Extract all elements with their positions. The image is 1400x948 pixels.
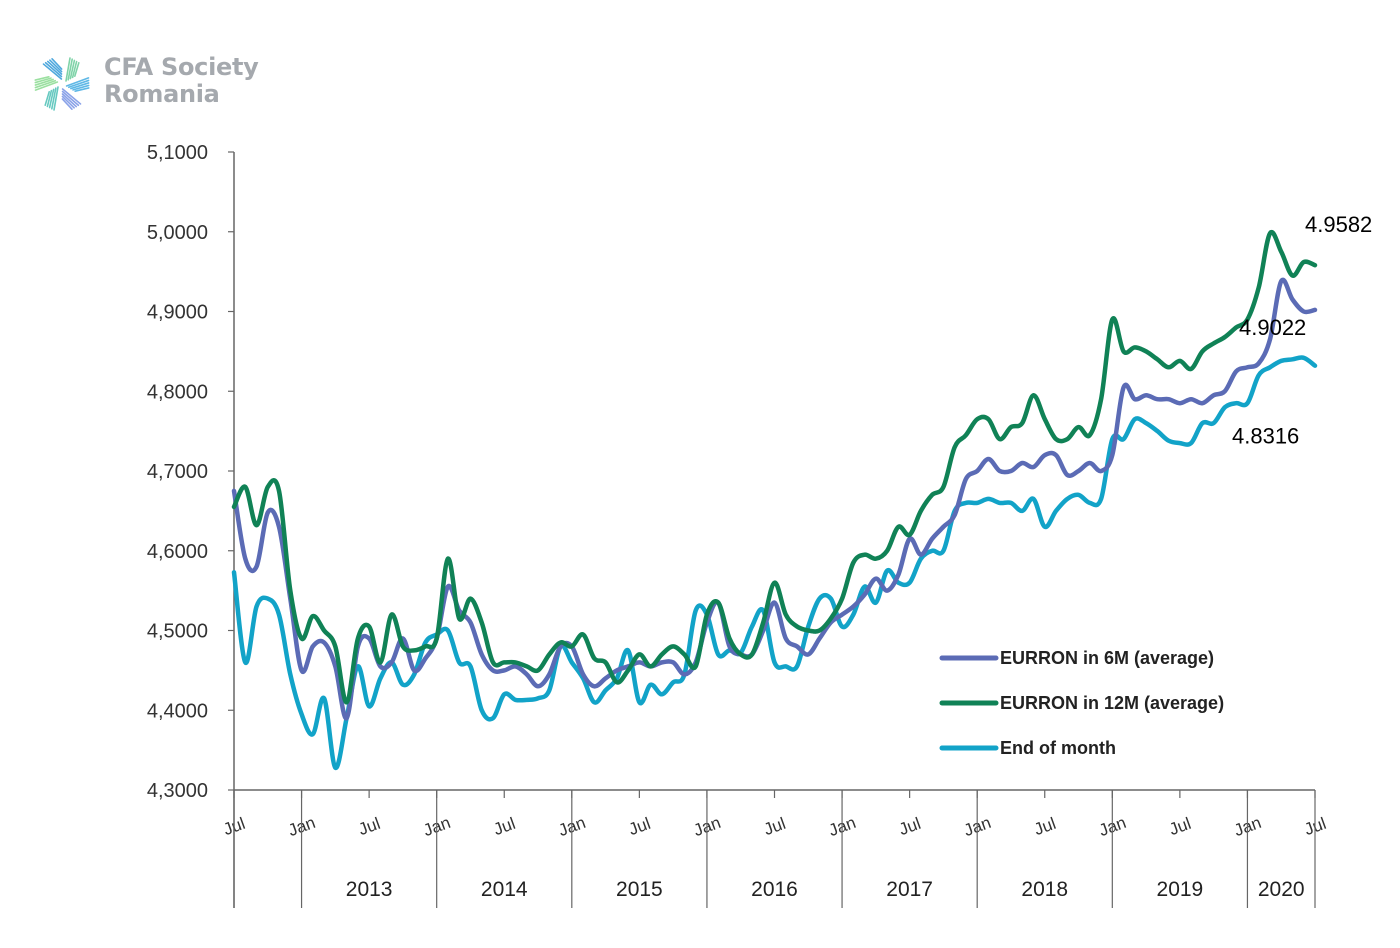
legend: EURRON in 6M (average) EURRON in 12M (ave…	[939, 648, 1224, 758]
annotation-layer: 4.9582 4.9022 4.8316	[1232, 212, 1372, 448]
legend-label: End of month	[1000, 738, 1116, 758]
series-line-1	[231, 229, 1318, 705]
y-tick-label: 4,8000	[147, 381, 208, 403]
series-line-2	[231, 355, 1318, 770]
value-annotation: 4.9022	[1239, 315, 1306, 340]
year-label: 2018	[1021, 878, 1068, 901]
x-tick-label: Jul	[1167, 814, 1194, 839]
logo-text: CFA Society Romania	[104, 54, 259, 108]
y-tick-label: 4,3000	[147, 780, 208, 802]
year-label: 2015	[616, 878, 663, 901]
y-tick-label: 4,6000	[147, 541, 208, 563]
year-label: 2016	[751, 878, 798, 901]
pinwheel-blade	[34, 76, 59, 91]
logo-line-1: CFA Society	[104, 53, 259, 81]
pinwheel-blade	[42, 58, 63, 80]
logo-line-2: Romania	[104, 80, 220, 108]
legend-label: EURRON in 12M (average)	[1000, 693, 1224, 713]
legend-label: EURRON in 6M (average)	[1000, 648, 1214, 668]
x-tick-label: Jul	[761, 814, 788, 839]
series-layer	[231, 229, 1318, 770]
pinwheel-blade	[65, 57, 80, 82]
y-tick-label: 4,7000	[147, 461, 208, 483]
value-annotation: 4.9582	[1305, 212, 1372, 237]
year-label: 2013	[346, 878, 393, 901]
logo-pinwheel-icon	[34, 57, 90, 111]
year-label: 2019	[1157, 878, 1204, 901]
y-axis: 4,3000 4,4000 4,5000 4,6000 4,7000 4,8000 4,90…	[147, 142, 235, 908]
pinwheel-blade	[44, 86, 59, 111]
year-label: 2020	[1258, 878, 1305, 901]
pinwheel-blade	[61, 88, 82, 110]
year-label: 2014	[481, 878, 528, 901]
pinwheel-blade	[65, 77, 90, 92]
x-tick-label: Jul	[1031, 814, 1058, 839]
value-annotation: 4.8316	[1232, 424, 1299, 449]
y-tick-label: 5,0000	[147, 222, 208, 244]
cfa-society-romania-logo: CFA Society Romania	[28, 52, 268, 116]
y-tick-label: 4,9000	[147, 302, 208, 324]
x-tick-label: Jul	[626, 814, 653, 839]
x-tick-label: Jul	[491, 814, 518, 839]
y-tick-label: 4,4000	[147, 700, 208, 722]
series-line-0	[231, 277, 1318, 721]
x-tick-label: Jul	[896, 814, 923, 839]
year-label: 2017	[886, 878, 933, 901]
x-axis: Jul Jan Jul Jan Jul Jan Jul Jan Jul Jan Jul Jan Jul J…	[221, 789, 1329, 908]
x-tick-label: Jul	[356, 814, 383, 839]
y-tick-label: 4,5000	[147, 621, 208, 643]
y-tick-label: 5,1000	[147, 142, 208, 164]
